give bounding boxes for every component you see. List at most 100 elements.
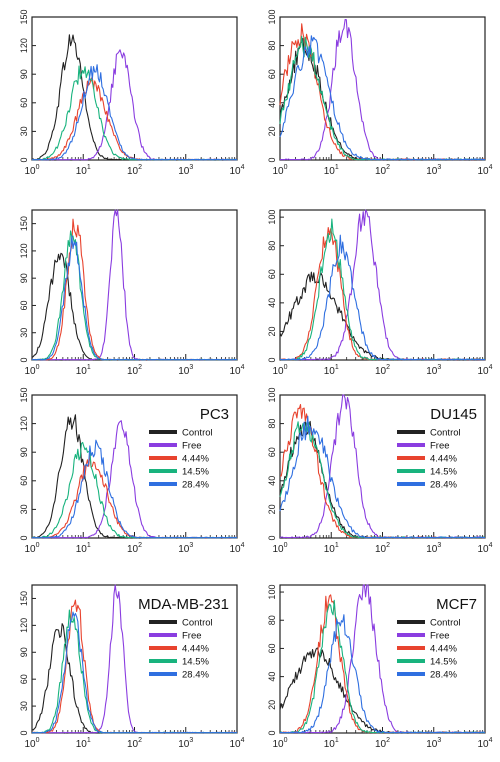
series-curve-28-4- [32, 439, 237, 539]
series-curve-28-4- [279, 415, 485, 539]
x-tick-label: 103 [426, 364, 441, 377]
legend: Control Free 4.44% 14.5% 28.4% [149, 618, 213, 681]
histogram-panel: 0 30 60 90 120 150 100 101 102 103 104 MDA-MB-231 Co… [19, 584, 245, 750]
y-tick-label: 20 [267, 126, 277, 136]
y-tick-label: 90 [19, 647, 29, 657]
y-tick-label: 120 [19, 416, 29, 431]
y-tick-label: 30 [19, 701, 29, 711]
series-curve-free [31, 209, 238, 361]
legend-label: Free [182, 441, 202, 452]
x-tick-label: 101 [324, 737, 339, 750]
series-curve-28-4- [32, 64, 238, 161]
x-tick-label: 101 [324, 364, 339, 377]
legend-label: Control [182, 428, 213, 439]
series-curve-control [31, 34, 238, 161]
x-tick-label: 104 [229, 542, 244, 555]
x-tick-label: 100 [24, 737, 39, 750]
y-tick-label: 20 [267, 326, 277, 336]
legend-label: 14.5% [430, 467, 457, 478]
y-tick-label: 40 [267, 98, 277, 108]
legend-label: 28.4% [430, 480, 457, 491]
y-tick-label: 0 [267, 730, 277, 735]
x-tick-label: 101 [76, 164, 91, 177]
y-tick-label: 60 [19, 300, 29, 310]
series-curve-28-4- [280, 614, 486, 734]
y-tick-label: 0 [19, 357, 29, 362]
x-tick-label: 101 [324, 164, 339, 177]
legend-label: Free [430, 631, 450, 642]
legend-label: 14.5% [182, 467, 209, 478]
x-tick-label: 103 [178, 364, 193, 377]
y-tick-label: 60 [19, 476, 29, 486]
y-tick-label: 30 [19, 126, 29, 136]
x-tick-label: 102 [375, 164, 390, 177]
y-tick-label: 90 [19, 447, 29, 457]
x-tick-label: 100 [24, 164, 39, 177]
y-tick-label: 90 [19, 273, 29, 283]
x-tick-label: 100 [24, 364, 39, 377]
legend-label: 4.44% [430, 454, 457, 465]
y-tick-label: 60 [267, 269, 277, 279]
y-tick-label: 150 [19, 216, 29, 231]
y-tick-label: 120 [19, 618, 29, 633]
series-curve-4-44- [279, 227, 485, 361]
y-tick-label: 60 [267, 643, 277, 653]
x-tick-label: 102 [127, 737, 142, 750]
y-tick-label: 100 [267, 9, 277, 24]
y-tick-label: 0 [267, 357, 277, 362]
x-tick-label: 100 [272, 164, 287, 177]
histogram-panel: 0 20 40 60 80 100 100 101 102 103 104 [267, 9, 493, 177]
x-tick-label: 102 [375, 737, 390, 750]
x-tick-label: 102 [375, 542, 390, 555]
series-curve-control [279, 38, 486, 161]
y-tick-label: 0 [19, 535, 29, 540]
y-tick-label: 0 [19, 730, 29, 735]
legend-label: 28.4% [182, 670, 209, 681]
x-tick-label: 100 [24, 542, 39, 555]
legend-label: Control [430, 618, 461, 629]
y-tick-label: 80 [267, 419, 277, 429]
panel-title: PC3 [200, 406, 229, 423]
x-tick-label: 103 [426, 164, 441, 177]
y-tick-label: 30 [19, 504, 29, 514]
y-tick-label: 80 [267, 41, 277, 51]
legend-label: 14.5% [182, 657, 209, 668]
legend-label: Free [430, 441, 450, 452]
legend: Control Free 4.44% 14.5% 28.4% [397, 428, 461, 491]
x-tick-label: 104 [229, 164, 244, 177]
x-tick-label: 104 [477, 164, 492, 177]
y-tick-label: 100 [267, 387, 277, 402]
series-curve-28-4- [279, 234, 485, 361]
histogram-panel: 0 20 40 60 80 100 100 101 102 103 104 MCF7 Control Fr… [267, 584, 493, 750]
x-tick-label: 104 [477, 737, 492, 750]
panel-title: MDA-MB-231 [138, 596, 229, 613]
series-curve-28-4- [279, 35, 486, 161]
plot-frame [31, 209, 238, 361]
x-tick-label: 101 [76, 364, 91, 377]
x-tick-label: 101 [324, 542, 339, 555]
x-tick-label: 103 [178, 542, 193, 555]
x-tick-label: 104 [477, 364, 492, 377]
y-tick-label: 100 [267, 210, 277, 225]
y-tick-label: 120 [19, 38, 29, 53]
series-curve-28-4- [32, 611, 238, 734]
x-tick-label: 100 [272, 542, 287, 555]
series-curve-14-5- [279, 218, 486, 361]
legend-label: 28.4% [430, 670, 457, 681]
y-tick-label: 60 [19, 98, 29, 108]
legend-label: Control [182, 618, 213, 629]
x-tick-label: 103 [426, 542, 441, 555]
legend-label: 14.5% [430, 657, 457, 668]
y-tick-label: 0 [267, 157, 277, 162]
y-tick-label: 120 [19, 243, 29, 258]
x-tick-label: 104 [229, 364, 244, 377]
legend-label: Control [430, 428, 461, 439]
y-tick-label: 100 [267, 585, 277, 600]
histogram-panel: 0 30 60 90 120 150 100 101 102 103 104 [19, 9, 245, 177]
y-tick-label: 150 [19, 387, 29, 402]
y-tick-label: 60 [267, 447, 277, 457]
y-tick-label: 60 [267, 69, 277, 79]
x-tick-label: 100 [272, 364, 287, 377]
series-curve-4-44- [32, 218, 238, 361]
legend-label: 4.44% [182, 454, 209, 465]
